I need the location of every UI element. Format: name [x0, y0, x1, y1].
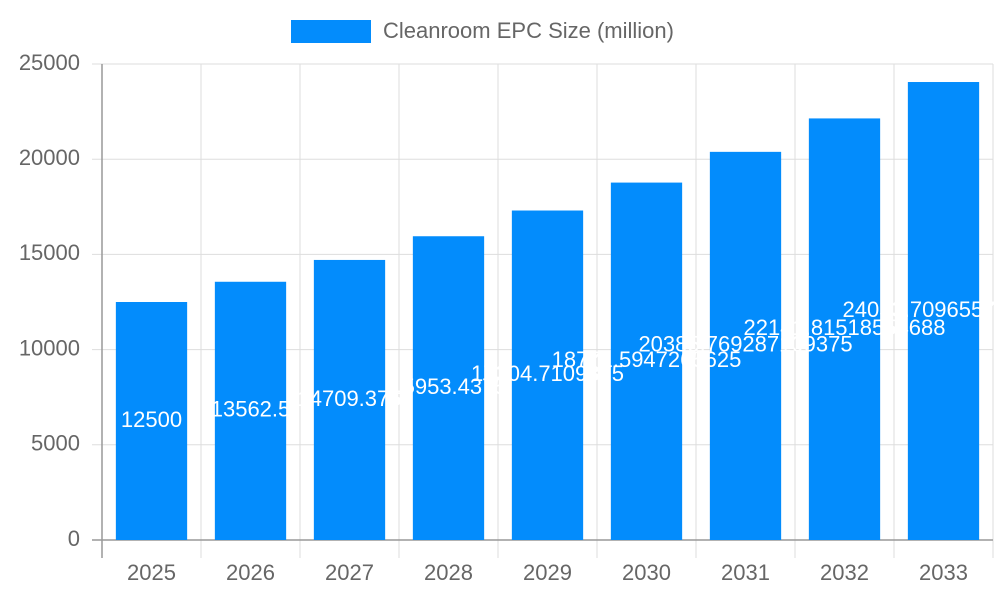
x-tick-label: 2030 [622, 560, 671, 585]
y-tick-label: 15000 [19, 240, 80, 265]
data-label: 18771.5947265625 [552, 347, 742, 372]
bar [412, 236, 485, 540]
data-label: 12500 [121, 407, 182, 432]
y-tick-label: 20000 [19, 145, 80, 170]
x-tick-label: 2032 [820, 560, 869, 585]
x-tick-label: 2031 [721, 560, 770, 585]
data-label: 15953.4375 [390, 374, 506, 399]
bar [115, 302, 188, 540]
x-tick-label: 2027 [325, 560, 374, 585]
bar [313, 259, 386, 540]
data-label: 22141.81518554688 [744, 315, 946, 340]
y-tick-label: 5000 [31, 431, 80, 456]
x-tick-label: 2028 [424, 560, 473, 585]
data-label: 14709.375 [298, 386, 402, 411]
y-tick-label: 10000 [19, 335, 80, 360]
x-tick-label: 2025 [127, 560, 176, 585]
bar [808, 118, 881, 541]
bar [610, 182, 683, 540]
x-tick-label: 2033 [919, 560, 968, 585]
data-label: 20385.769287109375 [638, 332, 852, 357]
x-tick-label: 2029 [523, 560, 572, 585]
bar [907, 82, 980, 540]
data-label: 24053.70965576172 [843, 297, 1000, 322]
legend-swatch [291, 20, 371, 43]
data-label: 17304.7109375 [471, 361, 624, 386]
x-tick-label: 2026 [226, 560, 275, 585]
data-label: 13562.5 [211, 397, 291, 422]
bar [709, 151, 782, 540]
bar [214, 281, 287, 540]
legend-label: Cleanroom EPC Size (million) [383, 18, 674, 43]
bar [511, 210, 584, 540]
y-tick-label: 25000 [19, 50, 80, 75]
y-tick-label: 0 [68, 526, 80, 551]
